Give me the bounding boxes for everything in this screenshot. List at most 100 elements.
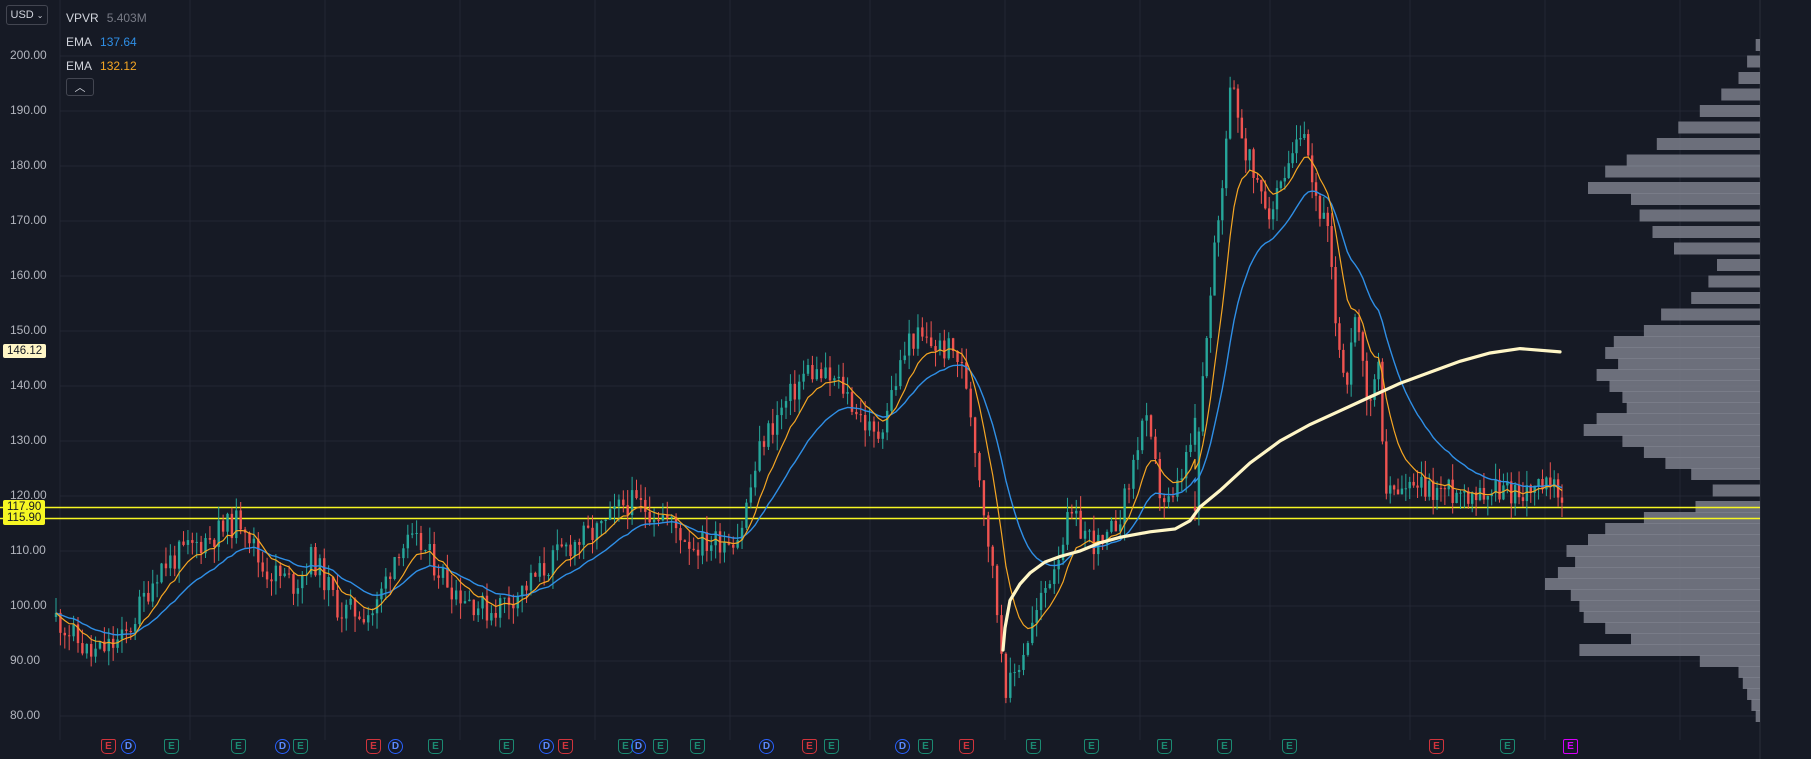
candle-body — [67, 635, 71, 637]
candle-body — [173, 555, 176, 569]
earnings-marker[interactable]: E — [231, 739, 246, 754]
dividend-marker[interactable]: D — [388, 739, 403, 754]
candle-body — [1513, 484, 1517, 504]
candle-body — [666, 514, 669, 518]
candle-body — [1088, 530, 1091, 532]
candle-body — [1330, 226, 1333, 267]
earnings-marker[interactable]: E — [558, 739, 573, 754]
earnings-marker[interactable]: E — [366, 739, 381, 754]
candle-body — [1000, 615, 1003, 654]
candle-body — [1171, 496, 1175, 498]
candle-body — [1083, 530, 1087, 539]
legend-vpvr-name: VPVR — [66, 11, 99, 25]
candle-body — [929, 337, 933, 347]
candle-body — [960, 361, 964, 363]
earnings-marker[interactable]: E — [101, 739, 116, 754]
legend-ema-2-value: 132.12 — [100, 59, 137, 73]
candle-body — [872, 421, 876, 432]
dividend-marker[interactable]: D — [895, 739, 910, 754]
volume-profile-bar — [1738, 666, 1760, 678]
dividend-marker[interactable]: D — [121, 739, 136, 754]
candle-body — [1279, 181, 1283, 189]
dividend-marker[interactable]: D — [275, 739, 290, 754]
pending-earnings-marker[interactable]: E — [1563, 739, 1578, 754]
volume-profile-bar — [1699, 105, 1760, 117]
earnings-marker[interactable]: E — [164, 739, 179, 754]
candle-body — [696, 549, 700, 556]
candle-body — [811, 364, 814, 380]
candle-body — [195, 541, 198, 543]
candle-body — [560, 544, 563, 547]
volume-profile-bar — [1609, 380, 1760, 392]
candle-body — [1256, 177, 1259, 180]
volume-profile-bar — [1596, 369, 1760, 381]
candle-body — [1026, 643, 1030, 655]
earnings-marker[interactable]: E — [1500, 739, 1515, 754]
candle-body — [459, 590, 462, 604]
earnings-marker[interactable]: E — [802, 739, 817, 754]
y-tick-label: 80.00 — [10, 708, 41, 722]
earnings-marker[interactable]: E — [959, 739, 974, 754]
legend-ema-1[interactable]: EMA 137.64 — [66, 30, 147, 54]
volume-profile-bar — [1691, 468, 1760, 480]
candle-body — [1004, 653, 1008, 698]
earnings-marker[interactable]: E — [499, 739, 514, 754]
earnings-marker[interactable]: E — [293, 739, 308, 754]
candle-body — [982, 480, 986, 516]
candle-body — [314, 547, 317, 576]
candle-body — [221, 520, 225, 532]
legend-vpvr[interactable]: VPVR 5.403M — [66, 6, 147, 30]
dividend-marker[interactable]: D — [539, 739, 554, 754]
candle-body — [1039, 592, 1043, 611]
volume-profile-bar — [1566, 545, 1760, 557]
legend-ema-2[interactable]: EMA 132.12 — [66, 54, 147, 78]
y-tick-label: 130.00 — [10, 433, 47, 447]
candle-body — [1486, 496, 1490, 500]
candle-body — [393, 557, 396, 579]
candle-body — [1158, 458, 1162, 499]
volume-profile-bar — [1747, 688, 1760, 700]
earnings-marker[interactable]: E — [1429, 739, 1444, 754]
earnings-marker[interactable]: E — [428, 739, 443, 754]
candle-body — [129, 630, 132, 632]
earnings-marker[interactable]: E — [1217, 739, 1232, 754]
candle-body — [987, 515, 990, 547]
volume-profile-bar — [1643, 325, 1760, 337]
candle-body — [943, 340, 946, 359]
candle-body — [622, 499, 625, 506]
candle-body — [362, 619, 366, 623]
collapse-legend-button[interactable]: ︿ — [66, 78, 94, 96]
volume-profile-bar — [1605, 622, 1760, 634]
candle-body — [1022, 654, 1025, 670]
volume-profile-bar — [1755, 710, 1760, 722]
candle-body — [815, 369, 818, 380]
dividend-marker[interactable]: D — [759, 739, 774, 754]
volume-profile-bar — [1557, 567, 1760, 579]
candle-body — [1075, 510, 1078, 514]
candle-body — [1451, 479, 1454, 504]
candle-body — [512, 604, 515, 609]
candle-body — [463, 601, 467, 604]
volume-profile-bar — [1699, 655, 1760, 667]
volume-profile-bar — [1747, 55, 1760, 68]
earnings-marker[interactable]: E — [1084, 739, 1099, 754]
candle-body — [789, 383, 792, 402]
candle-body — [1389, 485, 1392, 494]
candle-body — [1176, 480, 1179, 497]
volume-profile-bar — [1721, 88, 1760, 101]
candle-body — [586, 525, 590, 528]
candle-body — [169, 555, 172, 569]
currency-selector[interactable]: USD ⌄ — [6, 5, 48, 25]
candle-body — [639, 498, 643, 500]
earnings-marker[interactable]: E — [918, 739, 933, 754]
earnings-marker[interactable]: E — [824, 739, 839, 754]
dividend-marker[interactable]: D — [631, 739, 646, 754]
earnings-marker[interactable]: E — [1157, 739, 1172, 754]
volume-profile-bar — [1605, 165, 1760, 178]
candle-body — [1136, 450, 1140, 460]
earnings-marker[interactable]: E — [690, 739, 705, 754]
earnings-marker[interactable]: E — [1026, 739, 1041, 754]
earnings-marker[interactable]: E — [653, 739, 668, 754]
earnings-marker[interactable]: E — [1282, 739, 1297, 754]
